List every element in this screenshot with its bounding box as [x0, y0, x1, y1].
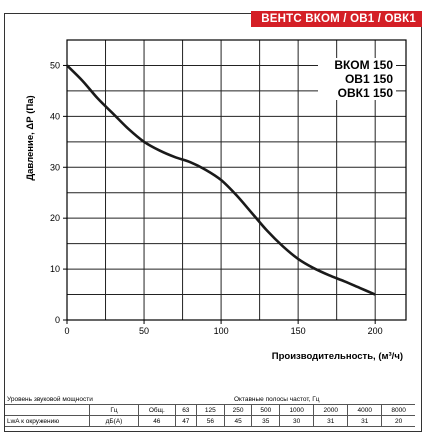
- legend-entry-vkom: ВКОМ 150: [334, 58, 393, 72]
- noise-hz-label: Гц: [89, 404, 139, 416]
- y-tick-label: 20: [50, 213, 60, 223]
- noise-value-4000: 31: [347, 415, 383, 427]
- legend-entry-ov1: ОВ1 150: [345, 72, 393, 86]
- noise-col-125: 125: [196, 404, 225, 416]
- legend-background: [318, 58, 396, 100]
- noise-col-total: Общ.: [138, 404, 176, 416]
- noise-col-8000: 8000: [381, 404, 415, 416]
- noise-value-total: 46: [138, 415, 176, 427]
- y-tick-label: 10: [50, 264, 60, 274]
- fan-performance-chart: 0 50 100 150 200 0 10 20 30 40 50 ВКОМ 150 ОВ1 150…: [25, 39, 407, 362]
- y-tick-label: 50: [50, 60, 60, 70]
- noise-header-empty: [5, 404, 90, 416]
- chart-axes: [66, 39, 407, 321]
- chart-tick-labels: 0 50 100 150 200 0 10 20 30 40 50: [50, 60, 383, 336]
- chart-frame: [4, 13, 422, 432]
- x-axis-label: Производительность, (м³/ч): [272, 351, 403, 362]
- legend-entry-ovk1: ОВК1 150: [338, 86, 394, 100]
- noise-value-125: 56: [196, 415, 225, 427]
- noise-row-label: LwA к окружению: [5, 415, 90, 427]
- noise-table-value-row: LwA к окружению дБ(А) 46 47 56 45 35 30 …: [5, 415, 415, 427]
- plot-border: [66, 39, 407, 321]
- noise-col-63: 63: [174, 404, 198, 416]
- noise-col-500: 500: [251, 404, 281, 416]
- noise-value-2000: 31: [313, 415, 349, 427]
- y-tick-label: 40: [50, 111, 60, 121]
- x-tick-label: 0: [64, 326, 69, 336]
- noise-row-unit: дБ(А): [89, 415, 139, 427]
- noise-value-500: 35: [251, 415, 281, 427]
- noise-value-8000: 20: [381, 415, 415, 427]
- y-tick-label: 0: [55, 315, 60, 325]
- noise-col-250: 250: [223, 404, 253, 416]
- x-tick-label: 200: [368, 326, 383, 336]
- x-tick-label: 100: [214, 326, 229, 336]
- noise-value-63: 47: [174, 415, 198, 427]
- sound-power-table: Уровень звуковой мощности Октавные полос…: [5, 394, 415, 427]
- noise-value-250: 45: [223, 415, 253, 427]
- noise-title-right: Октавные полосы частот, Гц: [138, 394, 415, 405]
- x-tick-label: 150: [291, 326, 306, 336]
- y-tick-label: 30: [50, 162, 60, 172]
- performance-curve: [66, 64, 376, 296]
- y-axis-label: Давление, ΔР (Па): [25, 95, 36, 180]
- product-series-tag: ВЕНТС ВКОМ / ОВ1 / ОВК1: [251, 11, 422, 27]
- noise-title-left: Уровень звуковой мощности: [5, 394, 139, 405]
- noise-value-1000: 30: [279, 415, 315, 427]
- noise-table-title-row: Уровень звуковой мощности Октавные полос…: [5, 394, 415, 405]
- noise-col-4000: 4000: [347, 404, 383, 416]
- noise-table-header-row: Гц Общ. 63 125 250 500 1000 2000 4000 80…: [5, 404, 415, 416]
- x-tick-label: 50: [139, 326, 149, 336]
- noise-col-1000: 1000: [279, 404, 315, 416]
- noise-col-2000: 2000: [313, 404, 349, 416]
